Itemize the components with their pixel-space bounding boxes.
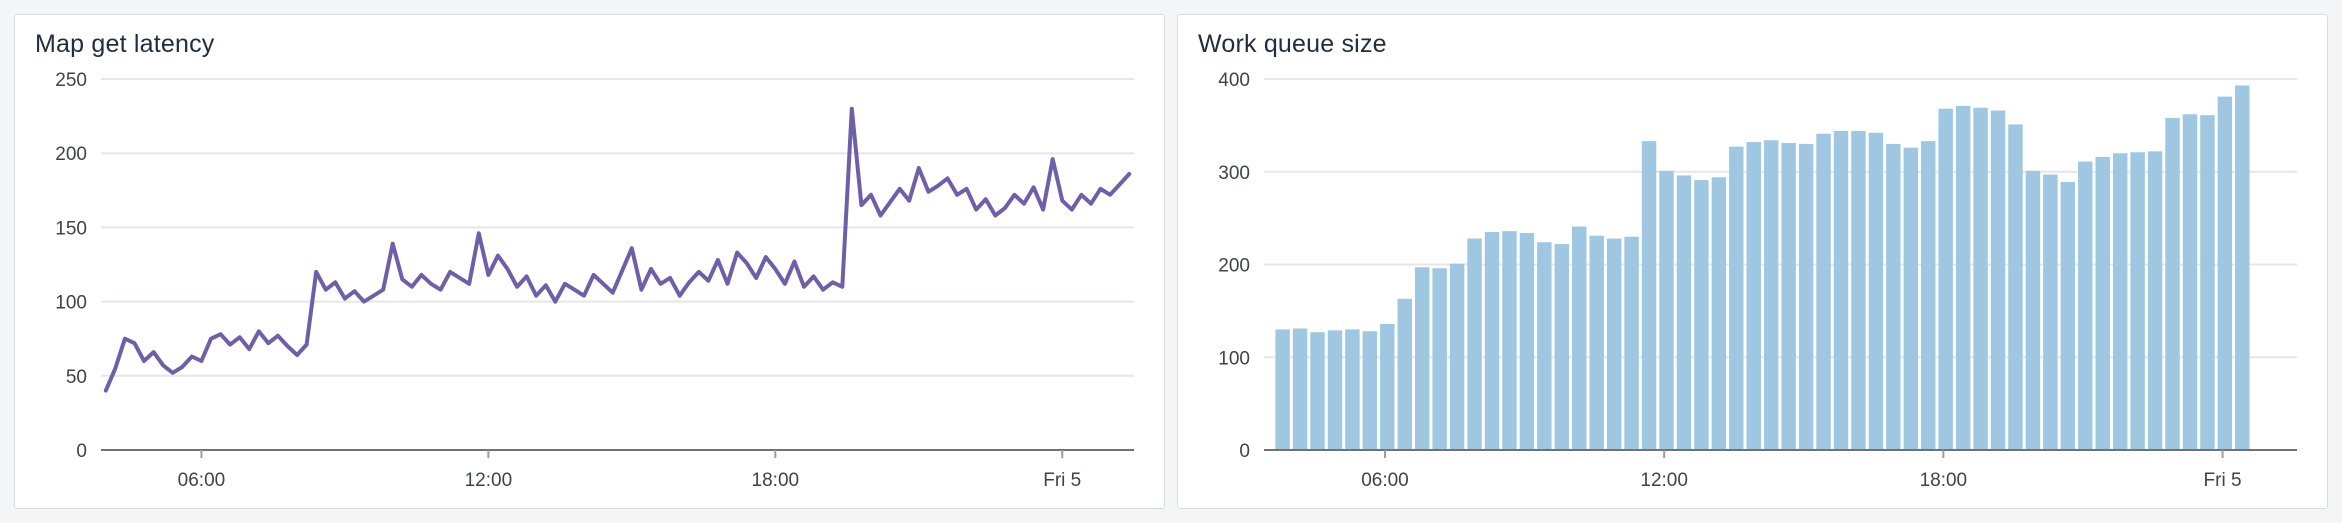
svg-text:400: 400	[1218, 70, 1250, 91]
svg-text:100: 100	[55, 293, 87, 314]
panel-header: Work queue size	[1178, 15, 2327, 63]
svg-text:250: 250	[55, 70, 87, 91]
work-queue-bar-chart[interactable]: 0 100 200 300 400 06:00 12:00 18:00 Fri 5	[1188, 65, 2317, 498]
panel-map-get-latency: Map get latency 0 50 100 150 200 250 06:00 12:0…	[14, 14, 1165, 509]
svg-text:12:00: 12:00	[1640, 470, 1688, 491]
svg-text:0: 0	[1239, 441, 1250, 462]
svg-text:300: 300	[1218, 163, 1250, 184]
svg-text:150: 150	[55, 218, 87, 239]
panel-title[interactable]: Work queue size	[1198, 30, 1387, 58]
svg-text:Fri 5: Fri 5	[2204, 470, 2242, 491]
panel-header: Map get latency	[15, 15, 1164, 63]
svg-text:18:00: 18:00	[752, 470, 800, 491]
latency-line-chart[interactable]: 0 50 100 150 200 250 06:00 12:00 18:00 Fri 5	[25, 65, 1154, 498]
svg-text:06:00: 06:00	[1361, 470, 1409, 491]
svg-text:50: 50	[66, 367, 87, 388]
svg-text:06:00: 06:00	[178, 470, 226, 491]
svg-text:0: 0	[76, 441, 87, 462]
svg-text:200: 200	[1218, 256, 1250, 277]
svg-text:Fri 5: Fri 5	[1043, 470, 1081, 491]
panel-title[interactable]: Map get latency	[35, 30, 215, 58]
svg-text:12:00: 12:00	[465, 470, 513, 491]
svg-text:200: 200	[55, 144, 87, 165]
svg-text:18:00: 18:00	[1920, 470, 1968, 491]
svg-text:100: 100	[1218, 348, 1250, 369]
panel-work-queue-size: Work queue size 0 100 200 300 400 06:00 12:00 1…	[1177, 14, 2328, 509]
